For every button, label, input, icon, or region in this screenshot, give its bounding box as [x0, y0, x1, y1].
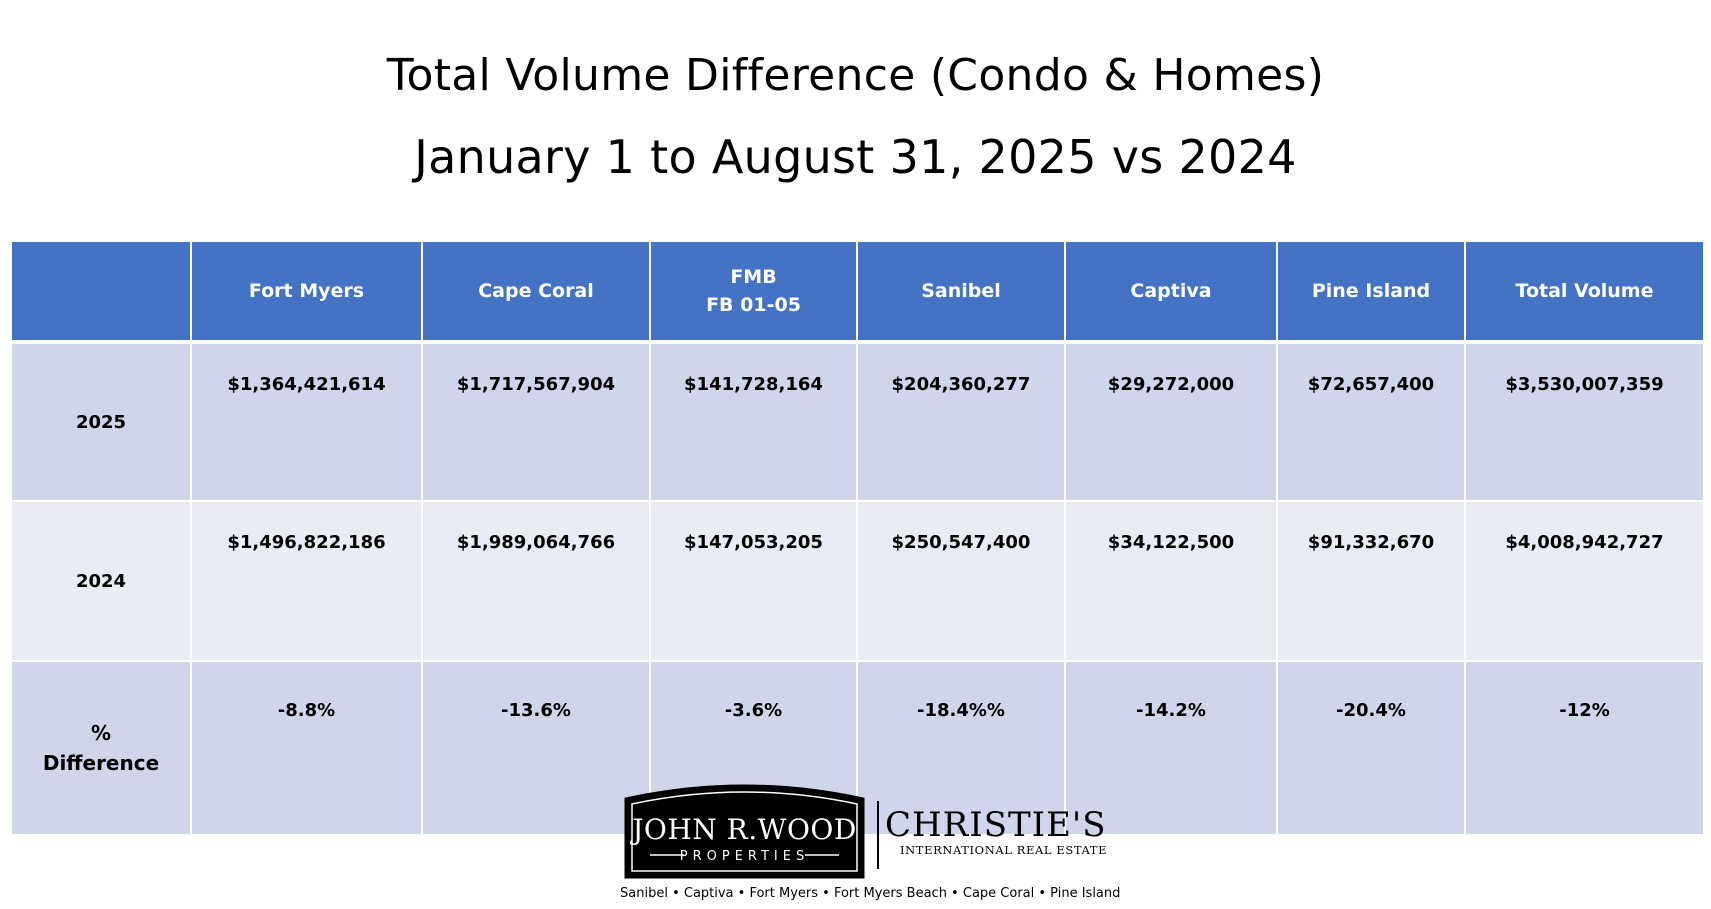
row-label: % Difference: [10, 660, 192, 836]
page-subtitle: January 1 to August 31, 2025 vs 2024: [414, 130, 1297, 184]
header-cell-cape-coral: Cape Coral: [421, 240, 651, 344]
volume-table: Fort Myers Cape Coral FMB FB 01-05 Sanib…: [10, 240, 1705, 836]
table-cell: $34,122,500: [1064, 500, 1278, 662]
table-cell: -14.2%: [1064, 660, 1278, 836]
header-cell-sanibel: Sanibel: [856, 240, 1066, 344]
table-cell: $1,364,421,614: [190, 341, 423, 502]
footer-logos: JOHN R.WOOD PROPERTIES CHRISTIE'S INTERN…: [620, 775, 1121, 901]
table-row-percent-difference: % Difference -8.8% -13.6% -3.6% -18.4%% …: [10, 660, 1705, 836]
table-cell: $1,717,567,904: [421, 341, 651, 502]
christies-logo-sub: INTERNATIONAL REAL ESTATE: [900, 843, 1108, 857]
row-label: 2025: [10, 341, 192, 502]
table-cell: $3,530,007,359: [1464, 341, 1705, 502]
header-cell-fort-myers: Fort Myers: [190, 240, 423, 344]
john-r-wood-logo: JOHN R.WOOD PROPERTIES: [624, 784, 865, 879]
table-cell: $1,496,822,186: [190, 500, 423, 662]
christies-logo-name: CHRISTIE'S: [885, 805, 1107, 845]
table-cell: $204,360,277: [856, 341, 1066, 502]
table-cell: $29,272,000: [1064, 341, 1278, 502]
logo-divider: [877, 801, 879, 869]
table-cell: -20.4%: [1276, 660, 1466, 836]
locations-line: Sanibel • Captiva • Fort Myers • Fort My…: [620, 886, 1121, 901]
jrw-sub: PROPERTIES: [680, 849, 810, 864]
page-title: Total Volume Difference (Condo & Homes): [386, 50, 1325, 101]
header-cell-total-volume: Total Volume: [1464, 240, 1705, 344]
header-fmb-sublabel: FB 01-05: [706, 294, 801, 316]
header-cell-fmb: FMB FB 01-05: [649, 240, 858, 344]
header-cell-captiva: Captiva: [1064, 240, 1278, 344]
table-cell: -12%: [1464, 660, 1705, 836]
table-cell: $72,657,400: [1276, 341, 1466, 502]
table-header-row: Fort Myers Cape Coral FMB FB 01-05 Sanib…: [10, 240, 1705, 344]
table-row-2024: 2024 $1,496,822,186 $1,989,064,766 $147,…: [10, 500, 1705, 662]
table-cell: -8.8%: [190, 660, 423, 836]
row-label: 2024: [10, 500, 192, 662]
row-label-percent: %: [90, 721, 112, 745]
jrw-name: JOHN R.WOOD: [629, 813, 857, 846]
table-row-2025: 2025 $1,364,421,614 $1,717,567,904 $141,…: [10, 341, 1705, 502]
table-cell: $1,989,064,766: [421, 500, 651, 662]
table-cell: $147,053,205: [649, 500, 858, 662]
header-cell-empty: [10, 240, 192, 344]
table-cell: -13.6%: [421, 660, 651, 836]
table-cell: $91,332,670: [1276, 500, 1466, 662]
table-cell: $141,728,164: [649, 341, 858, 502]
header-cell-pine-island: Pine Island: [1276, 240, 1466, 344]
table-cell: $4,008,942,727: [1464, 500, 1705, 662]
row-label-difference: Difference: [42, 751, 160, 775]
table-cell: $250,547,400: [856, 500, 1066, 662]
table-cell: -18.4%%: [856, 660, 1066, 836]
header-fmb-label: FMB: [730, 266, 777, 288]
